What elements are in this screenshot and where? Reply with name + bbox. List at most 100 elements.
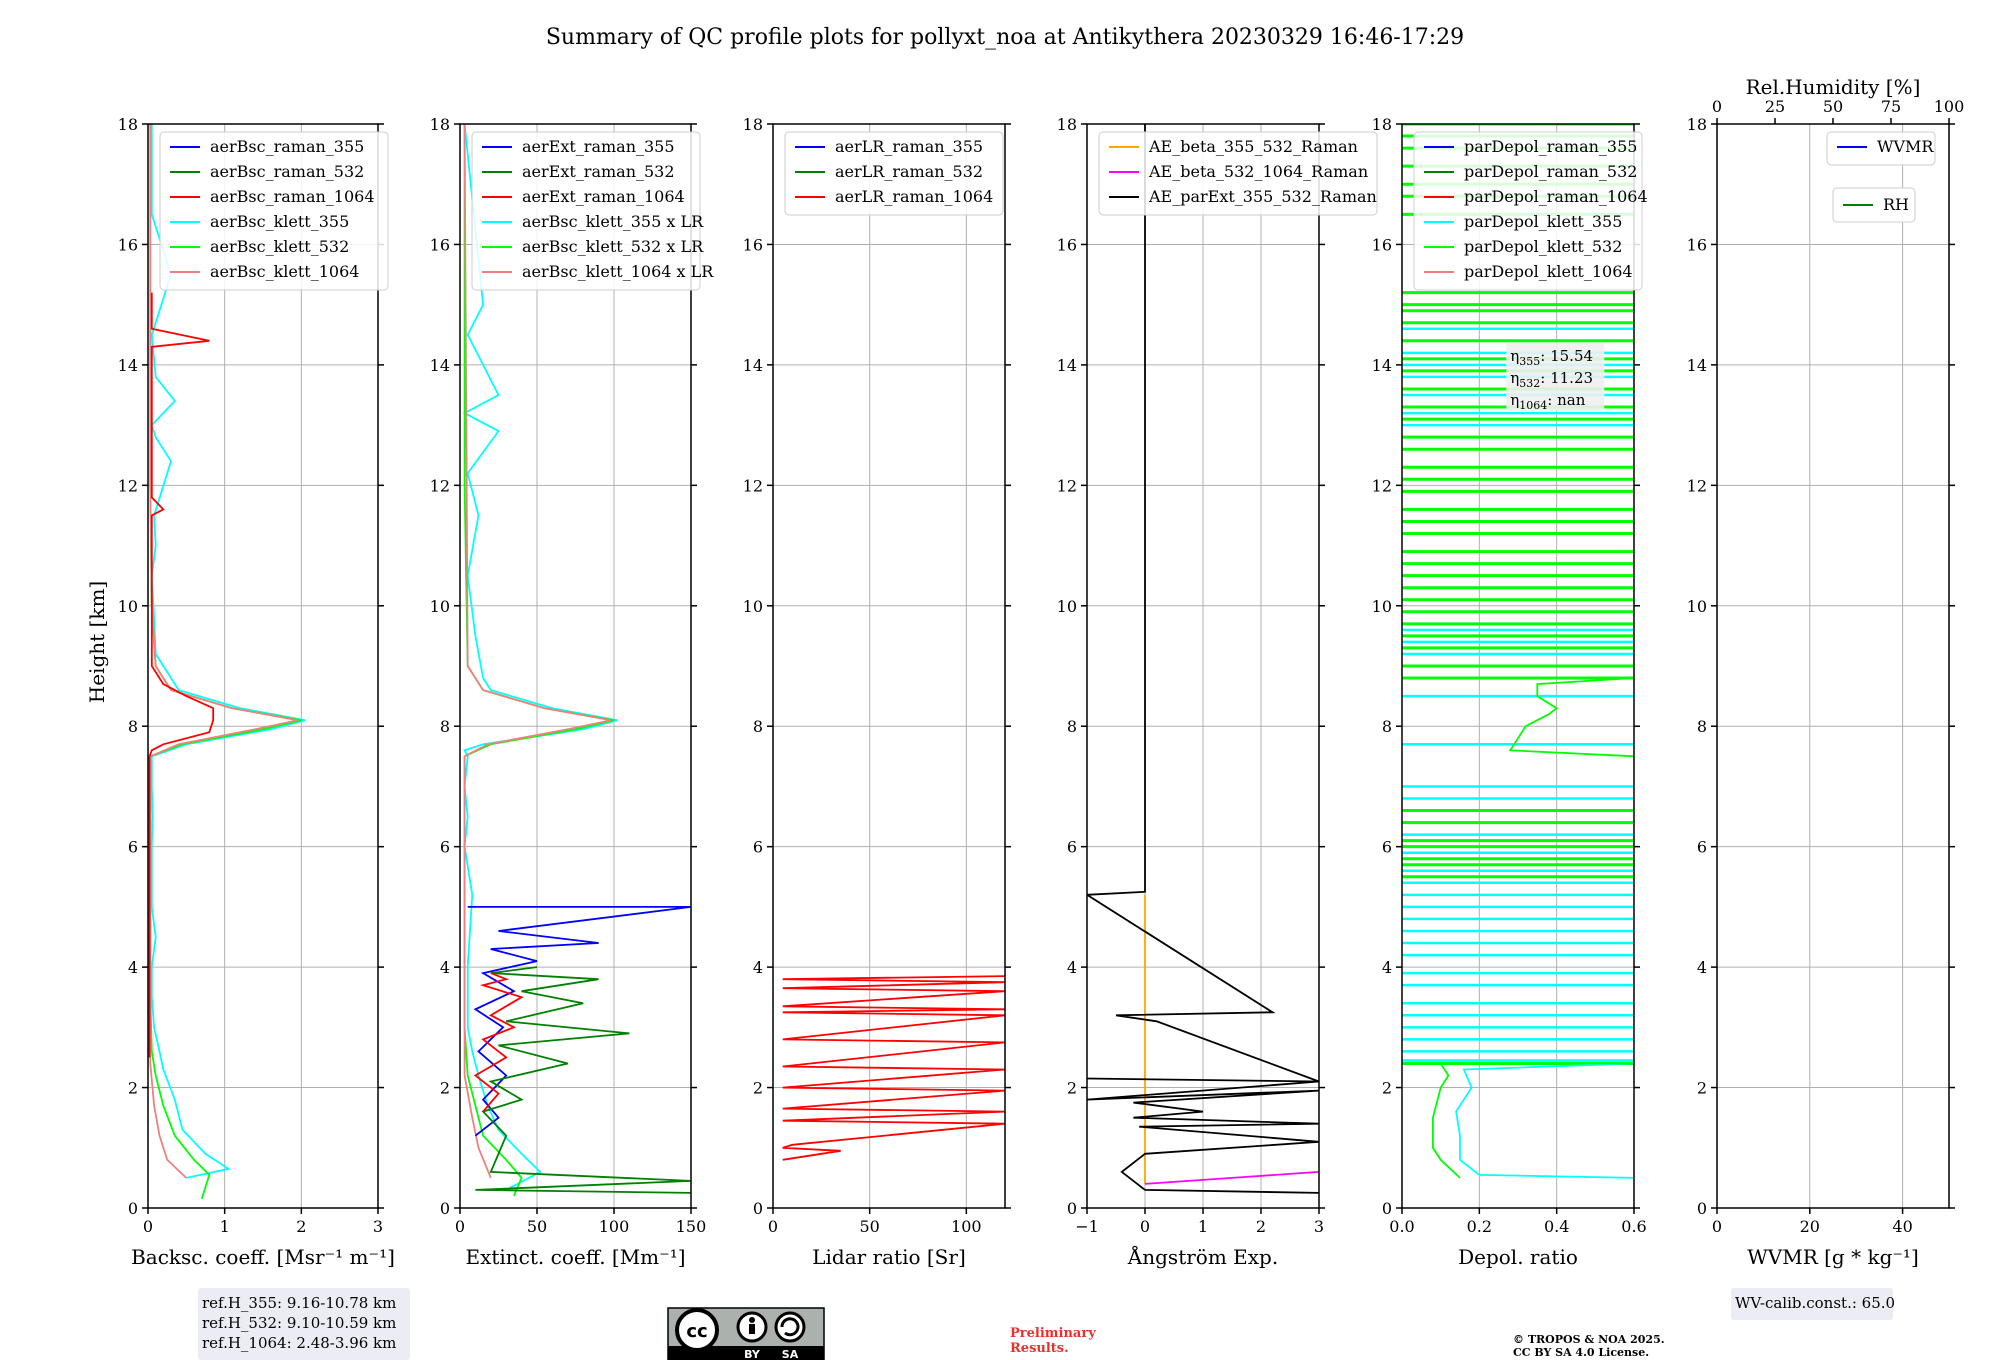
ref-box bbox=[1731, 1288, 1893, 1320]
x-axis-label: Extinct. coeff. [Mm⁻¹] bbox=[465, 1245, 685, 1269]
x-tick-label: 0 bbox=[768, 1217, 778, 1236]
x-tick-label: 0 bbox=[1140, 1217, 1150, 1236]
ref-box-line: ref.H_355: 9.16-10.78 km bbox=[202, 1294, 396, 1312]
legend-box bbox=[784, 131, 1004, 216]
y-tick-label: 16 bbox=[1687, 235, 1707, 254]
series-aerBsc_klett_355 x LR bbox=[462, 124, 618, 1191]
y-tick-label: 18 bbox=[1372, 115, 1392, 134]
y-tick-label: 2 bbox=[753, 1079, 763, 1098]
series-aerExt_raman_1064 bbox=[473, 972, 524, 1113]
legend-box bbox=[471, 131, 701, 291]
y-tick-label: 12 bbox=[1687, 476, 1707, 495]
y-tick-label: 4 bbox=[753, 958, 763, 977]
series-parDepol_klett_532 bbox=[1432, 1062, 1634, 1179]
series-aerBsc_raman_1064 bbox=[148, 292, 215, 1058]
x-tick-label: 100 bbox=[599, 1217, 630, 1236]
legend-label: aerLR_raman_532 bbox=[835, 162, 983, 181]
x-axis-label: Ångström Exp. bbox=[1127, 1244, 1278, 1269]
panel-3: 0 2 4 6 8 10 12 14 16 18 0 50 100 Lidar ratio [Sr] aer… bbox=[743, 115, 1011, 1269]
eta-1064: η1064: nan bbox=[1510, 391, 1585, 412]
legend-label: aerBsc_klett_1064 x LR bbox=[522, 262, 714, 281]
series-group bbox=[782, 975, 1005, 1161]
legend-label: AE_beta_355_532_Raman bbox=[1148, 137, 1358, 156]
legend-label: aerLR_raman_355 bbox=[835, 137, 983, 156]
y-tick-label: 8 bbox=[1067, 717, 1077, 736]
y-tick-label: 0 bbox=[440, 1199, 450, 1218]
y-tick-label: 12 bbox=[1057, 476, 1077, 495]
y-tick-label: 10 bbox=[1687, 597, 1707, 616]
y-tick-label: 2 bbox=[440, 1079, 450, 1098]
legend-label: WVMR bbox=[1877, 137, 1934, 156]
series-aerLR_raman_1064 bbox=[782, 975, 1005, 1161]
series-aerExt_raman_355 bbox=[467, 906, 691, 1137]
y-tick-label: 4 bbox=[440, 958, 450, 977]
preliminary-line-1: Preliminary bbox=[1010, 1326, 1096, 1341]
top-axis-label: Rel.Humidity [%] bbox=[1746, 75, 1921, 99]
legend-label: AE_parExt_355_532_Raman bbox=[1148, 187, 1377, 206]
y-tick-label: 6 bbox=[1697, 838, 1707, 857]
legend-label: aerBsc_klett_355 bbox=[210, 212, 349, 231]
y-tick-label: 0 bbox=[128, 1199, 138, 1218]
legend-label: aerBsc_klett_532 x LR bbox=[522, 237, 704, 256]
y-axis-label: Height [km] bbox=[85, 581, 109, 703]
y-tick-label: 10 bbox=[1372, 597, 1392, 616]
panel-5: 0 2 4 6 8 10 12 14 16 18 0.0 0.2 0.4 0.6 Depol. ratio p… bbox=[1372, 115, 1648, 1269]
legend-label: AE_beta_532_1064_Raman bbox=[1148, 162, 1368, 181]
top-tick-label: 100 bbox=[1934, 97, 1965, 116]
x-tick-label: 2 bbox=[296, 1217, 306, 1236]
series-aerBsc_klett_1064 x LR bbox=[463, 124, 612, 1179]
badge-by: BY bbox=[744, 1348, 761, 1360]
copyright-line-1: © TROPOS & NOA 2025. bbox=[1513, 1333, 1665, 1346]
x-tick-label: 1 bbox=[220, 1217, 230, 1236]
y-tick-label: 16 bbox=[118, 235, 138, 254]
x-tick-label: 100 bbox=[951, 1217, 982, 1236]
legend-box bbox=[1098, 131, 1378, 216]
y-tick-label: 14 bbox=[430, 356, 450, 375]
y-tick-label: 6 bbox=[753, 838, 763, 857]
y-tick-label: 18 bbox=[1687, 115, 1707, 134]
y-tick-label: 8 bbox=[440, 717, 450, 736]
y-tick-label: 12 bbox=[118, 476, 138, 495]
x-tick-label: 0 bbox=[143, 1217, 153, 1236]
y-tick-label: 2 bbox=[1382, 1079, 1392, 1098]
y-tick-label: 2 bbox=[1697, 1079, 1707, 1098]
x-tick-label: 0 bbox=[455, 1217, 465, 1236]
x-tick-label: 3 bbox=[373, 1217, 383, 1236]
y-tick-label: 0 bbox=[1382, 1199, 1392, 1218]
legend-label: parDepol_klett_355 bbox=[1464, 212, 1622, 231]
legend-label: parDepol_raman_1064 bbox=[1464, 187, 1648, 206]
y-tick-label: 2 bbox=[1067, 1079, 1077, 1098]
y-tick-label: 10 bbox=[1057, 597, 1077, 616]
series-parDepol_klett_532_mid bbox=[1508, 677, 1634, 758]
preliminary-line-2: Results. bbox=[1010, 1341, 1069, 1356]
y-tick-label: 6 bbox=[1067, 838, 1077, 857]
x-tick-label: 40 bbox=[1892, 1217, 1912, 1236]
x-tick-label: 1 bbox=[1198, 1217, 1208, 1236]
chart-title: Summary of QC profile plots for pollyxt_… bbox=[546, 25, 1464, 50]
y-tick-label: 18 bbox=[1057, 115, 1077, 134]
x-tick-label: 0.2 bbox=[1467, 1217, 1492, 1236]
x-tick-label: 50 bbox=[859, 1217, 879, 1236]
y-tick-label: 18 bbox=[118, 115, 138, 134]
y-tick-label: 14 bbox=[1687, 356, 1707, 375]
ref-box-line: ref.H_1064: 2.48-3.96 km bbox=[202, 1334, 396, 1352]
y-tick-label: 8 bbox=[753, 717, 763, 736]
y-tick-label: 2 bbox=[128, 1079, 138, 1098]
y-tick-label: 12 bbox=[1372, 476, 1392, 495]
legend-box bbox=[1413, 131, 1643, 291]
y-tick-label: 0 bbox=[753, 1199, 763, 1218]
y-tick-label: 4 bbox=[1067, 958, 1077, 977]
x-tick-label: 0.0 bbox=[1389, 1217, 1414, 1236]
axes-frame bbox=[1401, 123, 1635, 1209]
axes-frame bbox=[1086, 123, 1320, 1209]
y-tick-label: 6 bbox=[1382, 838, 1392, 857]
y-tick-label: 6 bbox=[128, 838, 138, 857]
series-AE_beta_532_1064_Raman bbox=[1144, 1171, 1319, 1185]
x-axis-label: WVMR [g * kg⁻¹] bbox=[1747, 1245, 1919, 1269]
top-tick-label: 0 bbox=[1712, 97, 1722, 116]
x-tick-label: 0.4 bbox=[1544, 1217, 1569, 1236]
y-tick-label: 8 bbox=[1382, 717, 1392, 736]
legend-label: aerExt_raman_355 bbox=[522, 137, 675, 156]
legend-label: aerExt_raman_1064 bbox=[522, 187, 685, 206]
